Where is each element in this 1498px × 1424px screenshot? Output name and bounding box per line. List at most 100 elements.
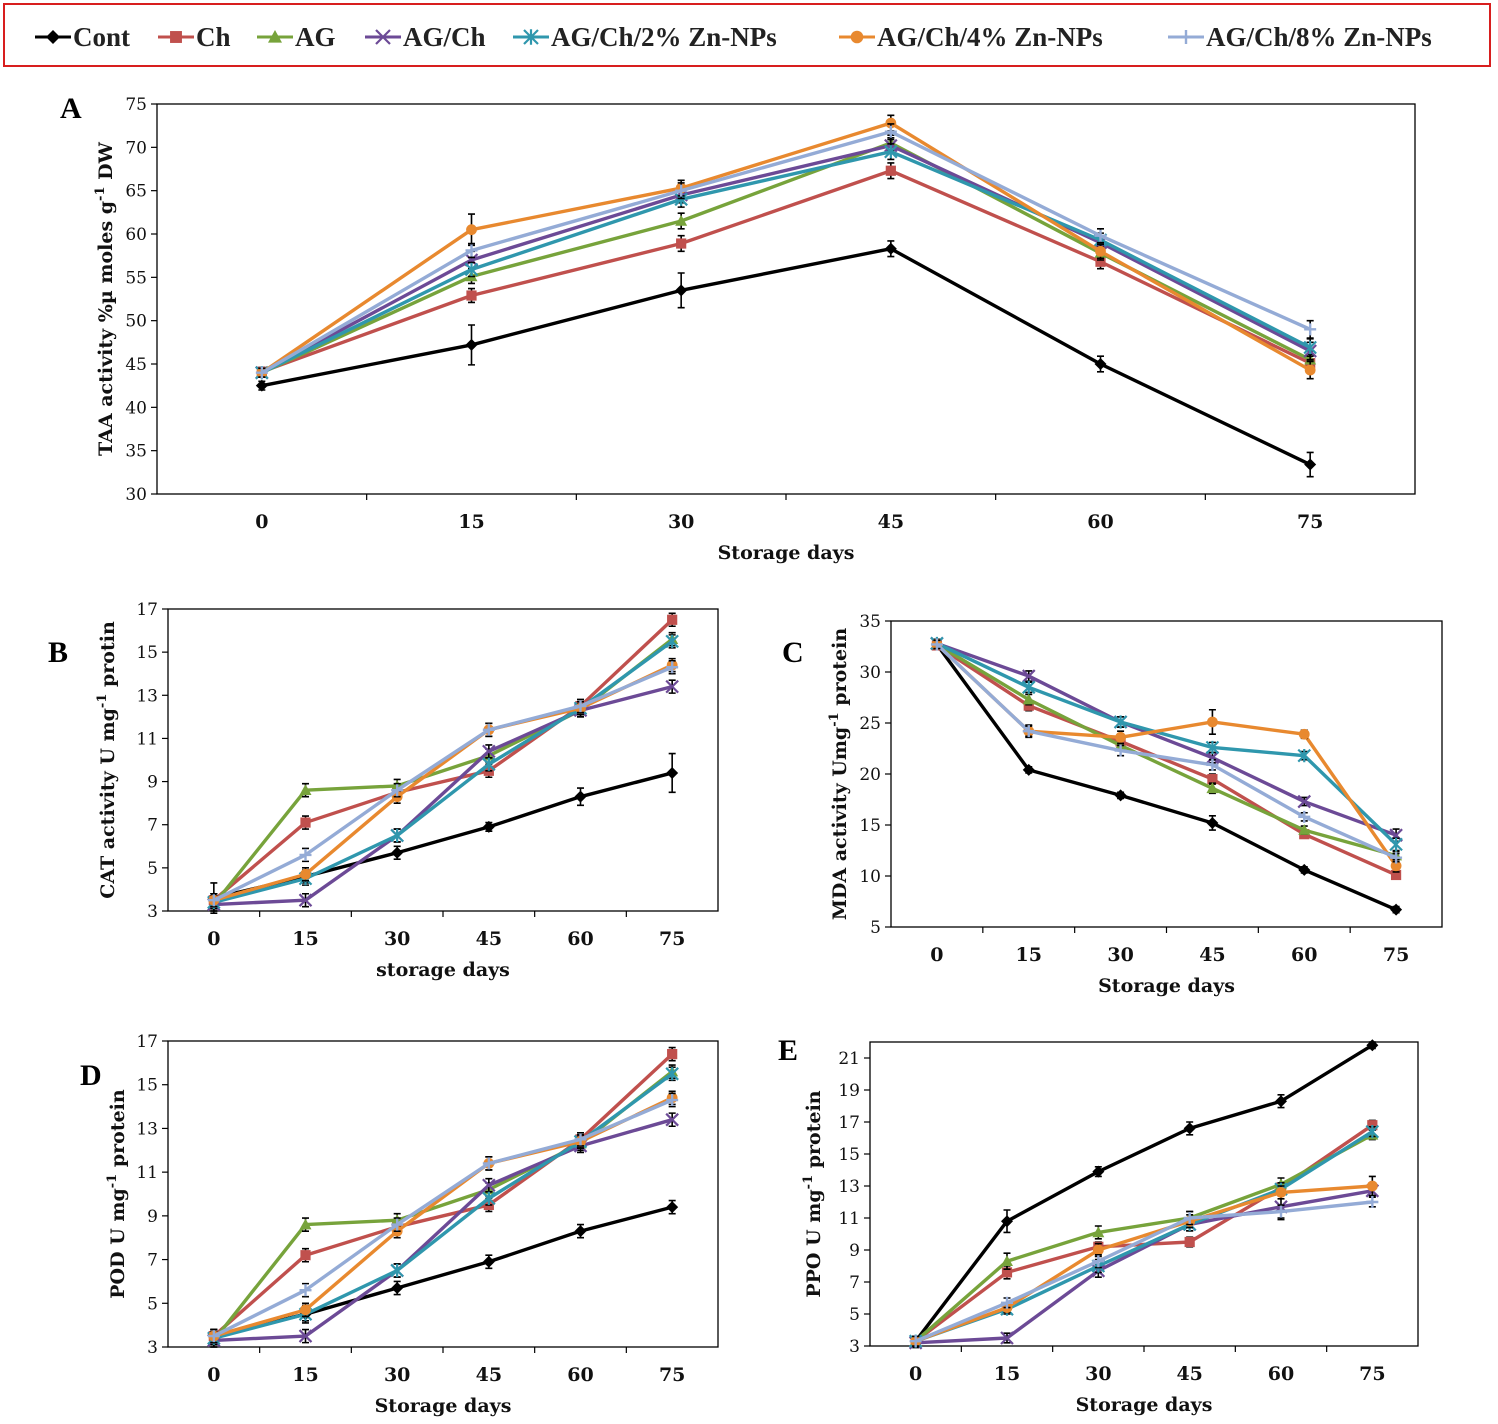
y-axis-title-superscript: -1	[827, 712, 842, 726]
series-ag-ch-8-zn-nps	[909, 1196, 1379, 1348]
y-tick-label: 45	[125, 355, 147, 375]
data-point	[482, 757, 496, 772]
series-line	[213, 1118, 673, 1343]
panel-c-letter: C	[782, 636, 804, 669]
series-line	[936, 641, 1397, 837]
x-tick-label: 30	[668, 511, 694, 533]
data-point	[465, 338, 478, 351]
legend-label: AG/Ch/2% Zn-NPs	[551, 22, 777, 52]
x-tick-label: 15	[1016, 944, 1042, 966]
y-tick-label: 17	[136, 1032, 158, 1052]
data-point	[574, 1133, 587, 1146]
data-point	[300, 817, 311, 828]
y-tick-label: 15	[838, 1145, 860, 1165]
data-point	[1304, 364, 1316, 376]
data-point	[1390, 851, 1403, 864]
legend-marker-plus-icon	[1179, 30, 1193, 44]
legend-entry-ag: AG	[257, 22, 336, 52]
x-tick-label: 15	[292, 928, 318, 950]
y-tick-label: 3	[147, 902, 158, 922]
series-line	[261, 247, 1311, 467]
data-point	[1366, 1039, 1379, 1052]
series-line	[914, 1133, 1374, 1343]
data-point	[391, 846, 404, 859]
y-tick-label: 35	[125, 442, 147, 462]
legend-entry-cont: Cont	[35, 22, 130, 52]
y-tick-label: 50	[125, 312, 147, 332]
y-tick-label: 11	[838, 1209, 860, 1229]
y-tick-label: 65	[125, 182, 147, 202]
data-point	[390, 1263, 404, 1278]
x-tick-label: 0	[207, 928, 220, 950]
data-point	[666, 1201, 679, 1214]
y-axis-title-unit: protein	[803, 1090, 825, 1175]
panel-e-y-axis-title: PPO U mg-1 protein	[801, 1090, 825, 1297]
series-ag-ch-2-zn-nps	[930, 636, 1403, 852]
panel-e: 3 5 7 9 11 13 15 17 19 21 0 15 30 45 60 75 Storage days P…	[778, 1034, 1419, 1416]
series-ag-ch-8-zn-nps	[255, 123, 1317, 379]
x-tick-label: 0	[207, 1364, 220, 1386]
y-tick-label: 40	[125, 398, 147, 418]
series-line	[213, 665, 673, 902]
data-point	[884, 125, 897, 138]
y-axis-title-main: CAT activity U mg	[97, 708, 119, 899]
data-point	[255, 379, 268, 392]
data-point	[482, 723, 495, 736]
x-tick-label: 0	[930, 944, 943, 966]
x-tick-label: 60	[1291, 944, 1317, 966]
data-point	[1297, 794, 1312, 809]
legend-marker-square-icon	[170, 31, 182, 43]
y-tick-label: 9	[147, 1207, 158, 1227]
series-cont	[207, 752, 679, 914]
data-point	[1366, 1196, 1379, 1208]
legend-label: AG/Ch/8% Zn-NPs	[1206, 22, 1432, 52]
data-point	[299, 1284, 312, 1297]
series-line	[260, 121, 1312, 375]
y-tick-label: 3	[147, 1338, 158, 1358]
data-point	[299, 784, 312, 795]
data-point	[1365, 1124, 1380, 1139]
data-point	[574, 790, 587, 803]
y-tick-label: 17	[838, 1113, 860, 1133]
data-point	[464, 262, 479, 277]
series-line	[936, 643, 1397, 858]
panel-b-y-axis-title: CAT activity U mg-1 protin	[95, 621, 119, 899]
panel-d: 3 5 7 9 11 13 15 17 0 15 30 45 60 75 Storage days POD U…	[80, 1032, 719, 1417]
data-point	[1021, 680, 1036, 695]
y-tick-label: 60	[125, 225, 147, 245]
data-point	[675, 284, 688, 297]
y-tick-label: 13	[136, 686, 158, 706]
data-point	[1183, 1212, 1196, 1224]
data-point	[482, 1255, 495, 1268]
series-ag-ch-8-zn-nps	[207, 659, 679, 908]
data-point	[1275, 1095, 1287, 1108]
y-tick-label: 17	[136, 600, 158, 620]
data-point	[1390, 860, 1402, 872]
data-point	[1022, 693, 1035, 705]
data-point	[1095, 245, 1106, 257]
y-axis-title-superscript: -1	[93, 186, 108, 200]
panel-c-x-axis-title: Storage days	[1098, 975, 1235, 997]
data-point	[1001, 1296, 1013, 1309]
data-point	[1206, 816, 1219, 829]
legend-entry-ag-ch: AG/Ch	[365, 22, 486, 52]
series-line	[936, 641, 1398, 846]
x-tick-label: 15	[994, 1363, 1020, 1385]
series-line	[935, 643, 1397, 912]
x-tick-label: 75	[1359, 1363, 1385, 1385]
series-line	[261, 143, 1311, 375]
legend-entry-ag-ch-8-zn-nps: AG/Ch/8% Zn-NPs	[1168, 22, 1432, 52]
y-tick-label: 9	[849, 1241, 860, 1261]
x-tick-label: 30	[1085, 1363, 1111, 1385]
data-point	[665, 1067, 679, 1081]
data-point	[1094, 358, 1107, 370]
y-tick-label: 9	[147, 773, 158, 793]
series-line	[914, 1043, 1374, 1343]
series-cont	[930, 638, 1403, 916]
data-point	[1304, 323, 1317, 336]
data-point	[676, 238, 687, 249]
data-point	[1023, 700, 1034, 711]
data-point	[885, 165, 896, 176]
data-point	[1298, 863, 1311, 876]
y-tick-label: 10	[859, 867, 881, 887]
